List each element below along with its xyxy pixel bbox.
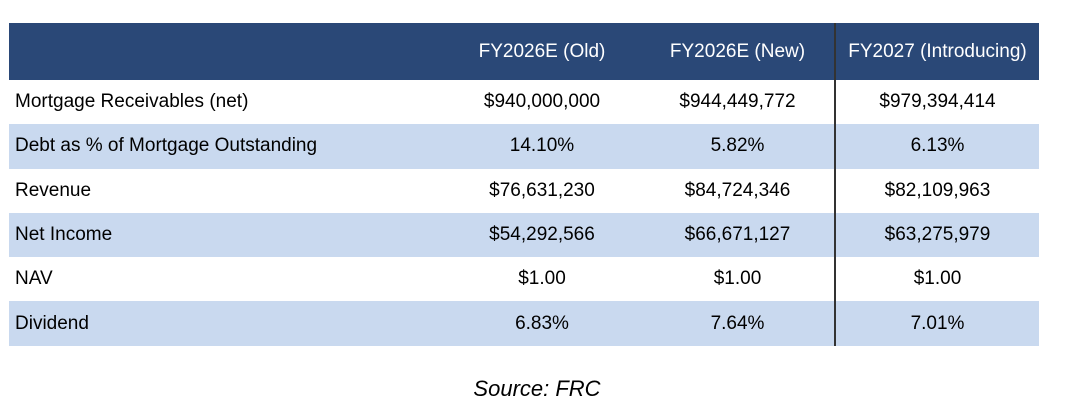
table-header-row: FY2026E (Old) FY2026E (New) FY2027 (Intr… bbox=[9, 23, 1039, 80]
table-cell: $979,394,414 bbox=[834, 80, 1039, 125]
table-cell: $944,449,772 bbox=[679, 91, 796, 113]
table-cell: 6.13% bbox=[834, 124, 1039, 169]
header-fy2027: FY2027 (Introducing) bbox=[834, 23, 1039, 80]
table-cell: 7.01% bbox=[834, 301, 1039, 346]
table-cell: $82,109,963 bbox=[834, 168, 1039, 213]
row-label: NAV bbox=[15, 268, 53, 290]
table-cell: $940,000,000 bbox=[483, 91, 601, 113]
table-row: Debt as % of Mortgage Outstanding 14.10% 5… bbox=[9, 124, 1039, 169]
header-fy2026e-old: FY2026E (Old) bbox=[478, 40, 606, 62]
table-cell: 5.82% bbox=[710, 135, 765, 157]
table-cell: 7.64% bbox=[710, 312, 765, 334]
row-label: Debt as % of Mortgage Outstanding bbox=[15, 135, 318, 157]
row-label: Revenue bbox=[15, 179, 92, 201]
table-row: NAV $1.00 $1.00 $1.00 bbox=[9, 257, 1039, 302]
table-cell: 6.83% bbox=[515, 312, 569, 334]
table-row: Net Income $54,292,566 $66,671,127 $63,275,… bbox=[9, 212, 1039, 258]
table-cell: $66,671,127 bbox=[684, 224, 791, 246]
table-cell: $1.00 bbox=[518, 268, 566, 290]
table-cell: $54,292,566 bbox=[489, 224, 595, 246]
table-cell: $63,275,979 bbox=[834, 212, 1039, 258]
header-fy2026e-new: FY2026E (New) bbox=[669, 40, 806, 62]
table-cell: 14.10% bbox=[509, 135, 575, 157]
row-label: Dividend bbox=[15, 312, 89, 334]
financial-projections-table: FY2026E (Old) FY2026E (New) FY2027 (Intr… bbox=[9, 23, 1039, 346]
table-cell: $1.00 bbox=[834, 257, 1039, 302]
row-label: Mortgage Receivables (net) bbox=[15, 91, 249, 113]
header-blank bbox=[9, 23, 443, 80]
row-label: Net Income bbox=[15, 224, 113, 246]
table-cell: $76,631,230 bbox=[489, 179, 595, 201]
table-cell: $84,724,346 bbox=[684, 179, 791, 201]
table-cell: $1.00 bbox=[713, 268, 762, 290]
table-row: Mortgage Receivables (net) $940,000,000 $9… bbox=[9, 80, 1039, 125]
source-caption: Source: FRC bbox=[473, 376, 601, 401]
table-row: Dividend 6.83% 7.64% 7.01% bbox=[9, 301, 1039, 346]
table-row: Revenue $76,631,230 $84,724,346 $82,109,963 bbox=[9, 168, 1039, 213]
